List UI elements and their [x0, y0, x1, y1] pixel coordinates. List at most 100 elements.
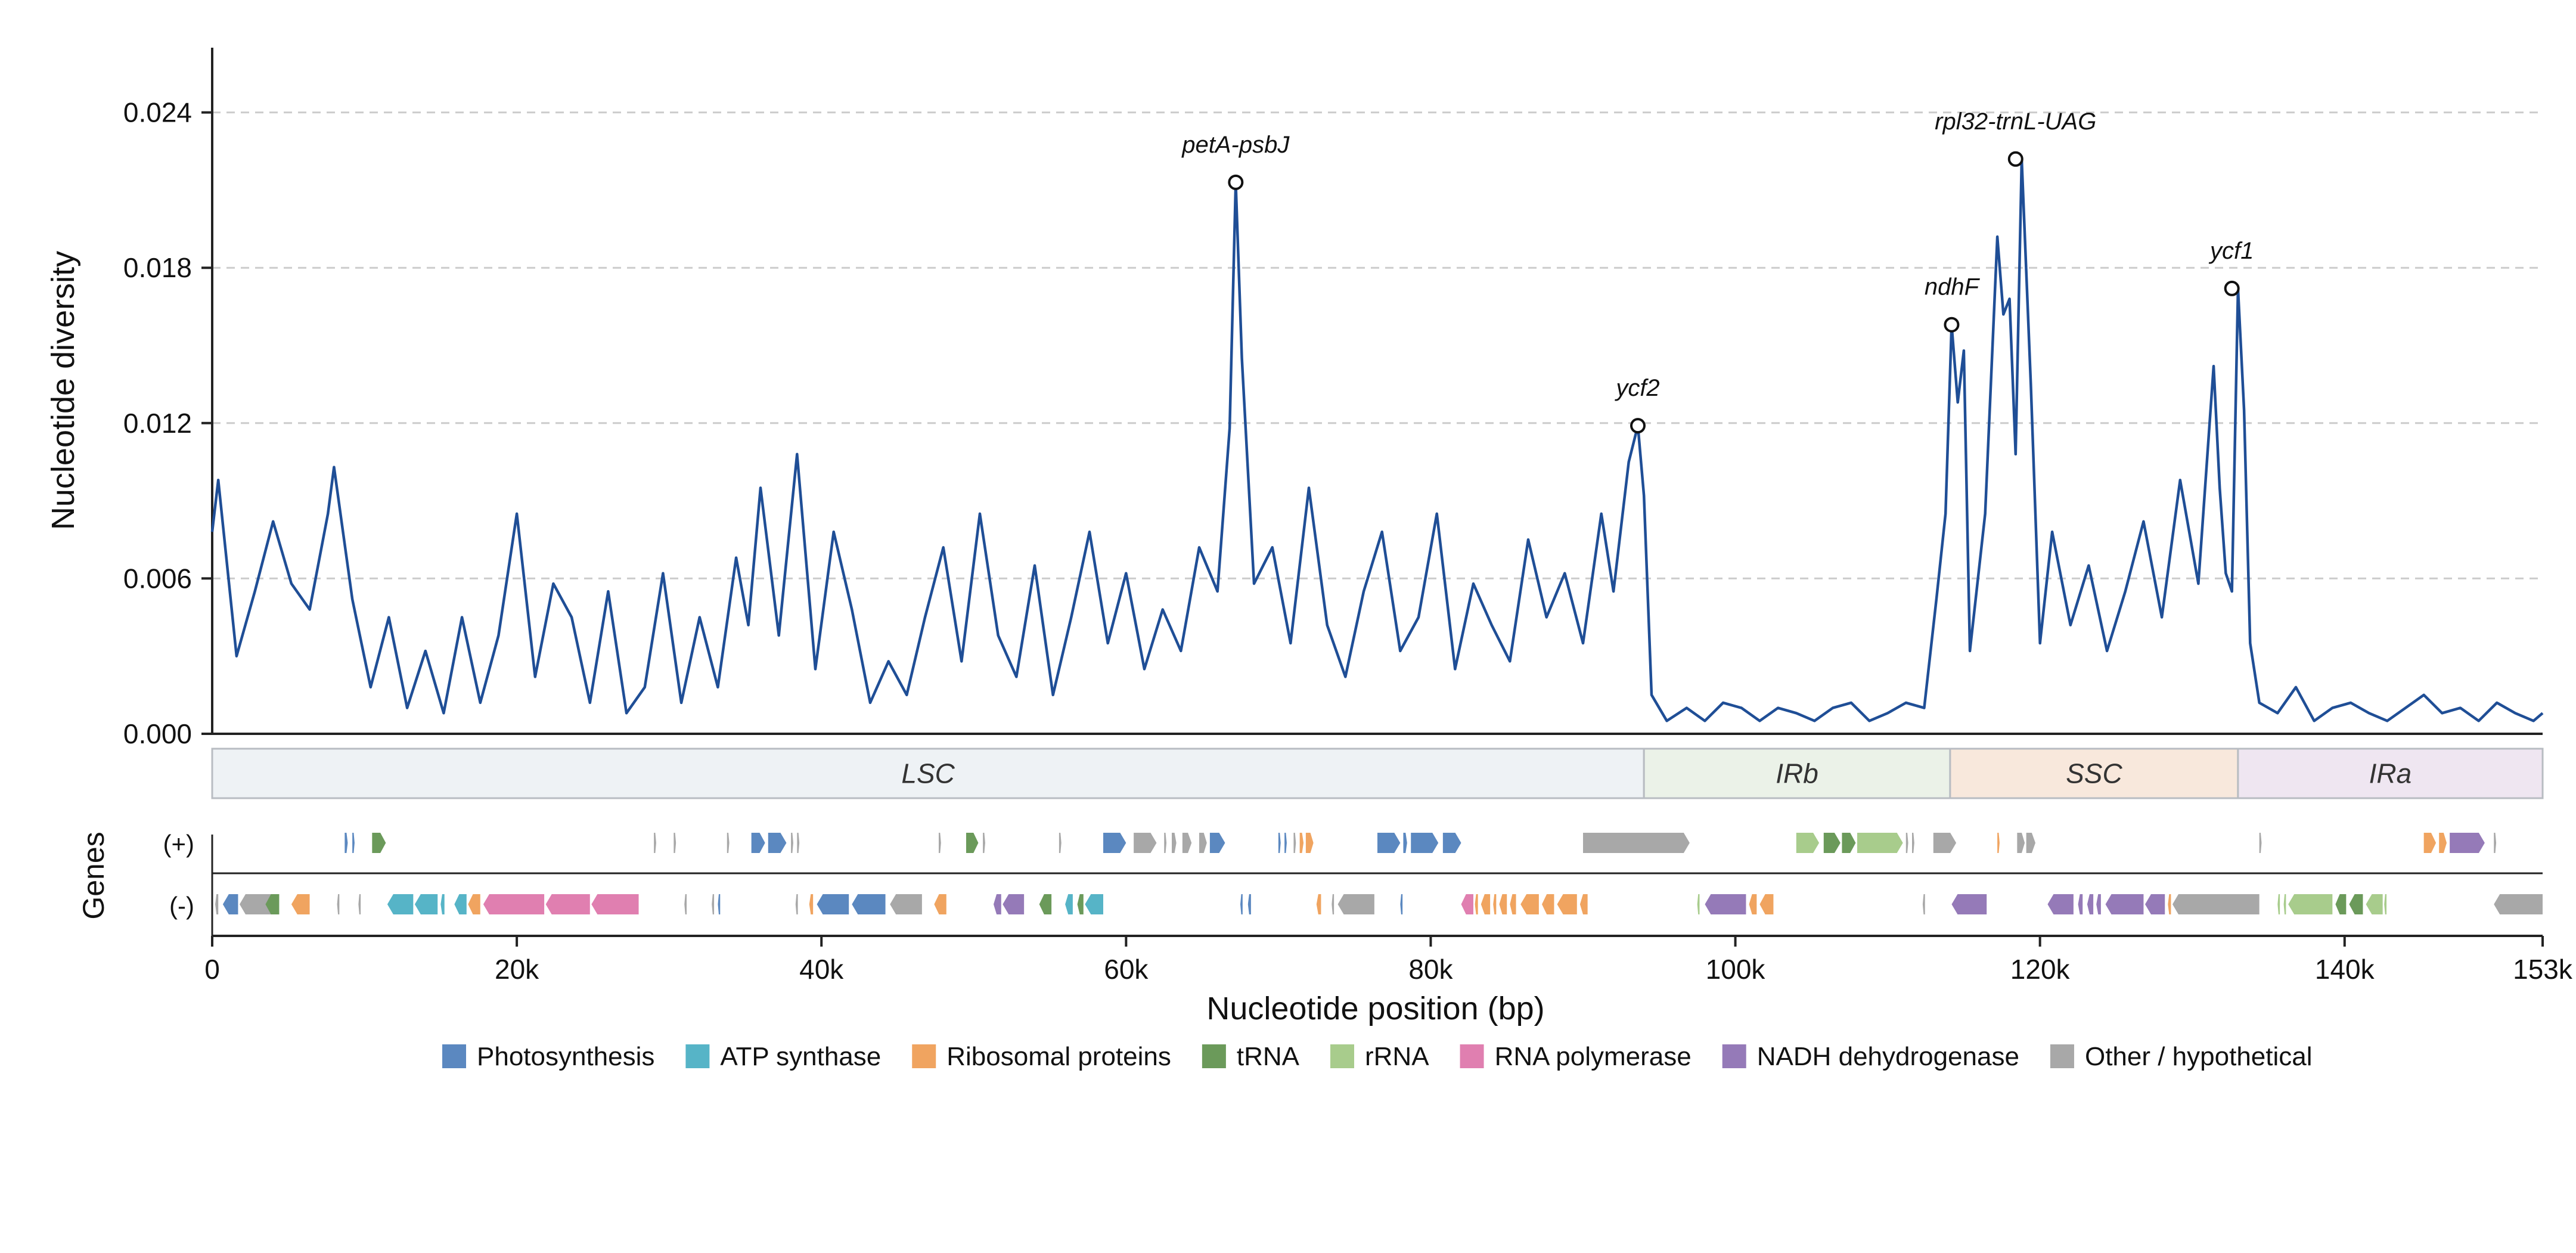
region-band — [1643, 748, 1951, 799]
x-axis-ticks: 0 20k 40k 60k 80k 100k 120k 140k 153k — [204, 936, 2573, 985]
x-tick-label: 80k — [1408, 954, 1453, 985]
region-band — [1949, 748, 2239, 799]
legend-label: Ribosomal proteins — [946, 1042, 1171, 1071]
legend-label: rRNA — [1365, 1042, 1429, 1071]
diversity-series — [210, 157, 2544, 722]
gene-block — [1240, 894, 1243, 914]
strand-plus-label: (+) — [163, 830, 195, 858]
x-tick-label: 120k — [2010, 954, 2071, 985]
gene-block — [1039, 894, 1052, 914]
gene-block — [337, 894, 340, 914]
gene-block — [1475, 894, 1478, 914]
x-axis-label: Nucleotide position (bp) — [1206, 991, 1544, 1026]
gene-block — [1933, 833, 1957, 853]
gene-block — [222, 894, 238, 914]
gene-block — [1905, 833, 1908, 853]
gene-block — [483, 894, 545, 914]
peak-marker — [2224, 280, 2240, 296]
gene-block — [1199, 833, 1207, 853]
peak-label: ycf1 — [2208, 238, 2254, 264]
region-label: SSC — [2066, 758, 2122, 789]
gene-block — [2026, 833, 2035, 853]
gene-block — [983, 833, 985, 853]
peak-annotations: petA-psbJ ycf2 ndhF rpl32-trnL-UAG ycf1 — [1181, 108, 2254, 434]
gene-block — [1278, 833, 1281, 853]
gene-block — [1164, 833, 1167, 853]
gene-block — [1134, 833, 1157, 853]
gene-block — [2283, 894, 2286, 914]
peak-label: petA-psbJ — [1181, 132, 1290, 158]
y-tick-label: 0.012 — [123, 408, 192, 439]
gene-block — [2423, 833, 2437, 853]
gene-block — [1247, 894, 1251, 914]
legend-swatch — [442, 1044, 466, 1068]
gene-block — [1403, 833, 1407, 853]
region-label: IRb — [1776, 758, 1818, 789]
legend-label: ATP synthase — [720, 1042, 881, 1071]
gene-block — [1542, 894, 1554, 914]
gene-block — [1697, 894, 1700, 914]
region-label: LSC — [901, 758, 955, 789]
gene-block — [2096, 894, 2101, 914]
gene-block — [1172, 833, 1177, 853]
gene-block — [291, 894, 310, 914]
legend-swatch — [1202, 1044, 1226, 1068]
gene-block — [2349, 894, 2363, 914]
y-gridlines — [212, 111, 2543, 579]
gene-block — [358, 894, 361, 914]
gene-block — [1059, 833, 1062, 853]
gene-block — [468, 894, 480, 914]
legend-swatch — [1722, 1044, 1746, 1068]
gene-block — [387, 894, 414, 914]
gene-block — [2384, 894, 2387, 914]
gene-block — [2017, 833, 2025, 853]
gene-block — [1337, 894, 1374, 914]
axes — [211, 48, 2543, 937]
gene-block — [1332, 894, 1334, 914]
gene-block — [1951, 894, 1987, 914]
gene-track-label: Genes — [77, 832, 110, 919]
gene-block — [1209, 833, 1225, 853]
gene-block — [1520, 894, 1539, 914]
gene-block — [1293, 833, 1296, 853]
strand-minus-label: (-) — [169, 892, 194, 920]
gene-block — [1705, 894, 1746, 914]
gene-block — [1316, 894, 1321, 914]
gene-block — [1400, 894, 1403, 914]
gene-block — [545, 894, 590, 914]
gene-block — [654, 833, 656, 853]
gene-block — [1305, 833, 1314, 853]
gene-block — [2494, 833, 2497, 853]
peak-marker — [1630, 418, 1646, 434]
y-tick-label: 0.018 — [123, 252, 192, 283]
gene-block — [2145, 894, 2165, 914]
gene-block — [1299, 833, 1304, 853]
legend-swatch — [685, 1044, 710, 1068]
legend-swatch — [1330, 1044, 1354, 1068]
gene-block — [2087, 894, 2094, 914]
x-tick-label: 140k — [2315, 954, 2375, 985]
gene-block — [352, 833, 355, 853]
diversity-line — [210, 157, 2544, 722]
gene-block — [1085, 894, 1103, 914]
gene-block — [1857, 833, 1903, 853]
gene-block — [1442, 833, 1461, 853]
gene-block — [2450, 833, 2485, 853]
gene-block — [817, 894, 849, 914]
gene-block — [1461, 894, 1473, 914]
gene-block — [1842, 833, 1856, 853]
legend-label: Other / hypothetical — [2085, 1042, 2313, 1071]
gene-track — [215, 833, 2543, 914]
gene-block — [1103, 833, 1126, 853]
gene-block — [1411, 833, 1439, 853]
gene-block — [2105, 894, 2144, 914]
gene-block — [1557, 894, 1577, 914]
legend-swatch — [2050, 1044, 2074, 1068]
gene-block — [2366, 894, 2383, 914]
gene-block — [1077, 894, 1084, 914]
gene-block — [2494, 894, 2543, 914]
legend-label: tRNA — [1237, 1042, 1300, 1071]
gene-block — [712, 894, 715, 914]
peak-label: rpl32-trnL-UAG — [1935, 108, 2096, 135]
gene-block — [1749, 894, 1757, 914]
